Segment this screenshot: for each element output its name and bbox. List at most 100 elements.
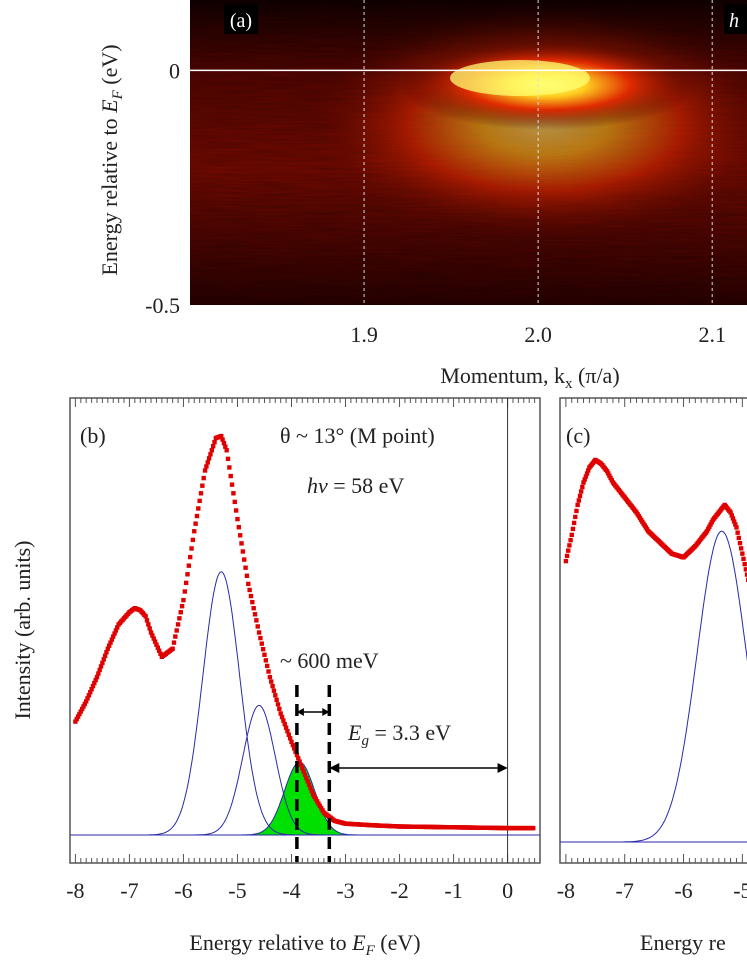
panel-b-data-point [220,437,225,442]
panel-b-xtick-label: -5 [228,878,246,903]
fit-peak-2 [194,704,324,836]
panel-b-data-point [317,803,323,809]
panel-b-data-point [304,775,309,781]
panel-c-data-point [568,537,573,543]
panel-c-xtick-label: -7 [616,878,634,903]
panel-b-data-point [92,680,97,686]
panel-b-data-point [302,772,308,777]
panel-b-data-point [113,628,119,633]
panel-b-data-point [147,626,152,631]
panel-b-data-point [314,799,320,804]
panel-b-data-point [181,597,186,603]
panel-b-data-point [196,506,201,511]
panel-c-data-point [604,469,610,474]
panel-b-data-point [143,614,148,619]
panel-b-xtick-label: -7 [120,878,138,903]
panel-b-data-point [313,796,319,802]
panel-b-data-point [102,653,108,658]
panel-b-data-point [260,647,266,652]
panel-b-data-point [210,444,216,449]
panel-b-data-point [274,697,279,703]
panel-a-ytick-label: -0.5 [145,293,180,318]
panel-c-data-point [704,528,710,534]
panel-b-data-point [271,688,277,693]
panel-b-data-point [208,452,213,457]
panel-b-data-point [155,645,160,650]
panel-b-data-point [205,460,210,465]
panel-b-data-point [79,706,85,712]
panel-b-data-point [175,622,181,627]
panel-b-frame [69,397,541,864]
panel-c-data-point [607,473,612,478]
panel-b-data-point [151,636,156,641]
panel-c-data-point [740,551,745,556]
panel-b-data-point [312,794,317,799]
panel-b-data-point [244,573,250,578]
panel-c-data-point [743,567,747,572]
panel-b-xtick-label: -1 [444,878,462,903]
panel-c-data-point [744,572,747,577]
panel-b-data-point [201,475,206,481]
panel-b-data-point [250,599,255,605]
panel-b-data-point [235,516,240,522]
panel-c-data-point [733,522,738,527]
panel-c-data-point [569,532,574,538]
panel-b-data-point [228,473,233,479]
panel-c-xtick-label: -5 [733,878,747,903]
panel-b-data-point [242,557,247,562]
panel-a-label-box [224,4,258,34]
panel-b-ylabel: Intensity (arb. units) [10,540,35,719]
panel-b-xtick-label: -4 [282,878,300,903]
panel-b-data-point [101,657,106,662]
photon-energy-annotation: hν = 58 eV [307,473,404,498]
panel-c: (c) -8 -7 -6 -5 Energy re [557,397,747,955]
panel-c-data-point [583,474,589,479]
panel-b-data-point [320,808,325,813]
panel-b-data-point [300,765,305,771]
panel-c-data-point [584,471,590,476]
panel-c-data-point [564,553,570,559]
panel-b-data-point [278,711,283,716]
panel-b-data-point [282,721,287,727]
panel-b-data-point [285,729,290,734]
panel-c-data-point [708,522,713,527]
panel-b-data-point [74,716,79,722]
panel-b-data-point [193,521,198,526]
panel-b-data-point [96,671,101,676]
fit-peak-1 [147,571,295,836]
panel-b-data-point [252,612,258,617]
panel-b-data-point [105,646,111,651]
panel-b-data-point [287,736,293,741]
panel-c-data-point [576,498,582,503]
shaded-gap-peak [239,762,361,835]
heatmap-glow-core [450,60,590,96]
panel-b-data-point [204,464,209,469]
panel-c-xtick-label: -6 [674,878,692,903]
panel-b-data-point [247,587,252,593]
panel-c-data-point [580,484,585,490]
panel-b-data-point [281,718,286,723]
panel-b-data-point [231,491,236,496]
panel-c-data-point [707,524,712,529]
panel-b-data-point [111,634,116,639]
gap-arrow-heads [296,708,330,716]
panel-c-data-point [570,526,576,532]
panel-c-data-point [578,489,584,494]
panel-b-data-point [251,606,256,611]
panel-b-data-point [219,433,224,439]
panel-b-data-point [283,725,289,730]
panel-b-data-point [269,679,274,684]
panel-c-label: (c) [566,423,590,448]
panel-b-data-point [192,529,197,534]
panel-b-data-point [206,456,212,461]
panel-b-data-point [277,706,282,712]
panel-b-data-point [179,603,185,609]
panel-c-data-point [573,514,578,520]
panel-b-xtick-label: -3 [336,878,354,903]
panel-b-data-point [177,616,182,621]
panel-b-data-point [266,669,271,674]
panel-c-fit-peak-1 [622,530,747,843]
panel-b-data-point [152,639,158,644]
panel-b-data-point [112,631,117,636]
panel-a-label: (a) [230,10,252,32]
